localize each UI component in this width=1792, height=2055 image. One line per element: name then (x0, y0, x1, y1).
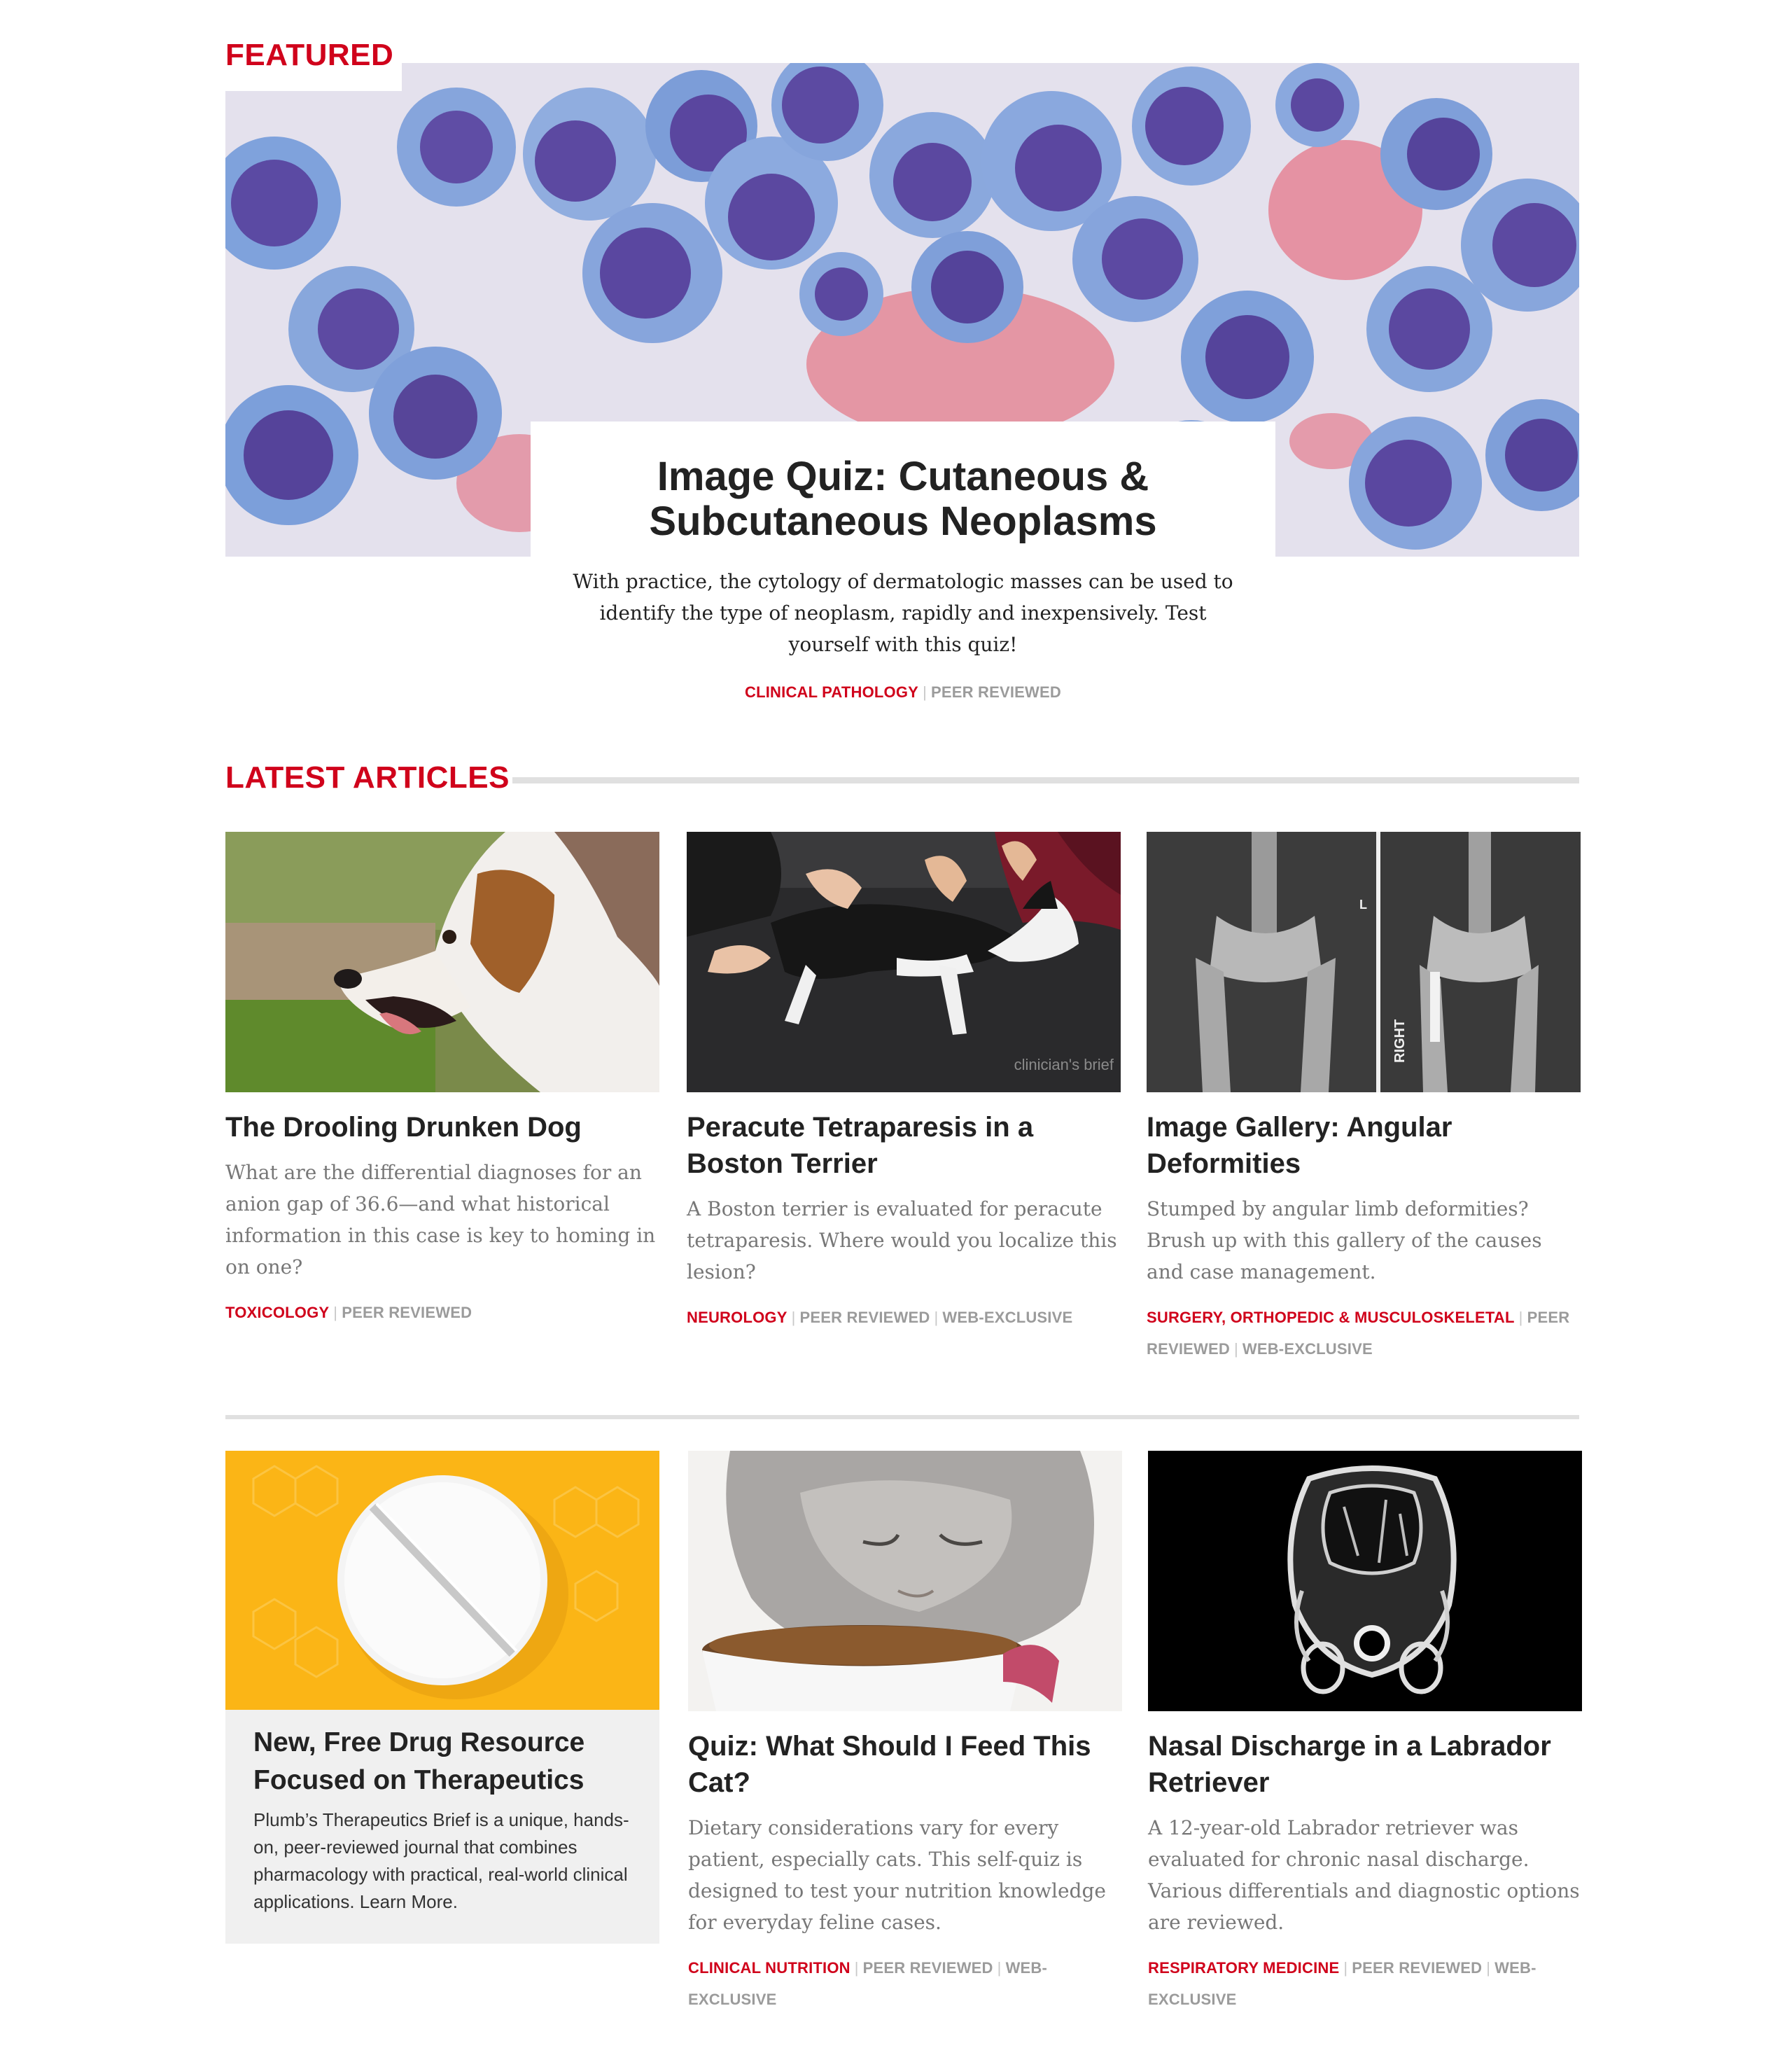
tag-web-exclusive: WEB-EXCLUSIVE (1242, 1340, 1373, 1358)
article-card[interactable]: L RIGHT Image Gallery: Angular Deformiti… (1147, 832, 1581, 1365)
article-title[interactable]: The Drooling Drunken Dog (225, 1112, 582, 1143)
article-card[interactable]: clinician's brief Peracute Tetraparesis … (687, 832, 1121, 1333)
article-title[interactable]: Nasal Discharge in a Labrador Retriever (1148, 1731, 1551, 1798)
article-description: Dietary considerations vary for every pa… (688, 1816, 1106, 1934)
xray-marker-left: L (1359, 898, 1367, 912)
promo-description: Plumb’s Therapeutics Brief is a unique, … (253, 1809, 629, 1912)
article-tags: RESPIRATORY MEDICINE | PEER REVIEWED | WEB-E… (1148, 1959, 1536, 2008)
tag-web-exclusive: WEB-EXCLUSIVE (1148, 1959, 1536, 2008)
tag-peer-reviewed: PEER REVIEWED (862, 1959, 993, 1977)
featured-section-label: FEATURED (225, 38, 394, 72)
xray-marker-right: RIGHT (1392, 1019, 1408, 1063)
article-image-cat[interactable] (688, 1451, 1122, 1711)
promo-card[interactable]: New, Free Drug Resource Focused on Thera… (225, 1451, 659, 1944)
article-tags: SURGERY, ORTHOPEDIC & MUSCULOSKELETAL | PE… (1147, 1309, 1570, 1358)
article-title[interactable]: Quiz: What Should I Feed This Cat? (688, 1731, 1091, 1798)
image-watermark: clinician's brief (1014, 1056, 1114, 1073)
article-card[interactable]: Nasal Discharge in a Labrador Retriever … (1148, 1451, 1582, 2015)
latest-articles-label: LATEST ARTICLES (225, 760, 510, 795)
article-card[interactable]: Quiz: What Should I Feed This Cat? Dieta… (688, 1451, 1122, 2015)
article-description: What are the differential diagnoses for … (225, 1161, 656, 1279)
promo-image-pill[interactable] (225, 1451, 659, 1710)
tag-category[interactable]: CLINICAL NUTRITION (688, 1959, 850, 1977)
tag-peer-reviewed: PEER REVIEWED (342, 1304, 472, 1321)
featured-label-background (225, 35, 402, 91)
tag-category[interactable]: RESPIRATORY MEDICINE (1148, 1959, 1340, 1977)
article-title[interactable]: Peracute Tetraparesis in a Boston Terrie… (687, 1112, 1034, 1179)
article-title[interactable]: Image Gallery: Angular Deformities (1147, 1112, 1452, 1179)
article-image-xray[interactable]: L RIGHT (1147, 832, 1581, 1092)
article-image-ct-scan[interactable] (1148, 1451, 1582, 1711)
featured-tags: CLINICAL PATHOLOGY | PEER REVIEWED (745, 683, 1061, 701)
tag-category[interactable]: SURGERY, ORTHOPEDIC & MUSCULOSKELETAL (1147, 1309, 1515, 1326)
tag-web-exclusive: WEB-EXCLUSIVE (942, 1309, 1073, 1326)
tag-peer-reviewed: PEER REVIEWED (799, 1309, 930, 1326)
promo-title[interactable]: New, Free Drug Resource Focused on Thera… (253, 1727, 585, 1795)
article-image-dog[interactable] (225, 832, 659, 1092)
tag-category[interactable]: CLINICAL PATHOLOGY (745, 683, 919, 701)
article-card[interactable]: The Drooling Drunken Dog What are the di… (225, 832, 659, 1328)
article-description: Stumped by angular limb deformities? Bru… (1147, 1197, 1542, 1283)
featured-image[interactable] (225, 63, 1579, 557)
article-tags: NEUROLOGY | PEER REVIEWED | WEB-EXCLUSIVE (687, 1309, 1073, 1326)
featured-description: With practice, the cytology of dermatolo… (573, 570, 1233, 656)
article-image-boston-terrier[interactable]: clinician's brief (687, 832, 1121, 1092)
article-tags: CLINICAL NUTRITION | PEER REVIEWED | WEB-EXC… (688, 1959, 1048, 2008)
featured-title-box: Image Quiz: Cutaneous & Subcutaneous Neo… (531, 422, 1275, 557)
tag-peer-reviewed: PEER REVIEWED (1352, 1959, 1483, 1977)
tag-peer-reviewed: PEER REVIEWED (1147, 1309, 1570, 1358)
featured-title[interactable]: Image Quiz: Cutaneous & Subcutaneous Neo… (649, 453, 1157, 544)
section-divider (512, 777, 1579, 783)
article-tags: TOXICOLOGY | PEER REVIEWED (225, 1304, 472, 1321)
article-description: A 12-year-old Labrador retriever was eva… (1148, 1816, 1580, 1934)
tag-category[interactable]: TOXICOLOGY (225, 1304, 330, 1321)
tag-web-exclusive: WEB-EXCLUSIVE (688, 1959, 1048, 2008)
row-divider (225, 1415, 1579, 1419)
article-description: A Boston terrier is evaluated for peracu… (687, 1197, 1117, 1283)
tag-peer-reviewed: PEER REVIEWED (930, 683, 1061, 701)
tag-category[interactable]: NEUROLOGY (687, 1309, 788, 1326)
